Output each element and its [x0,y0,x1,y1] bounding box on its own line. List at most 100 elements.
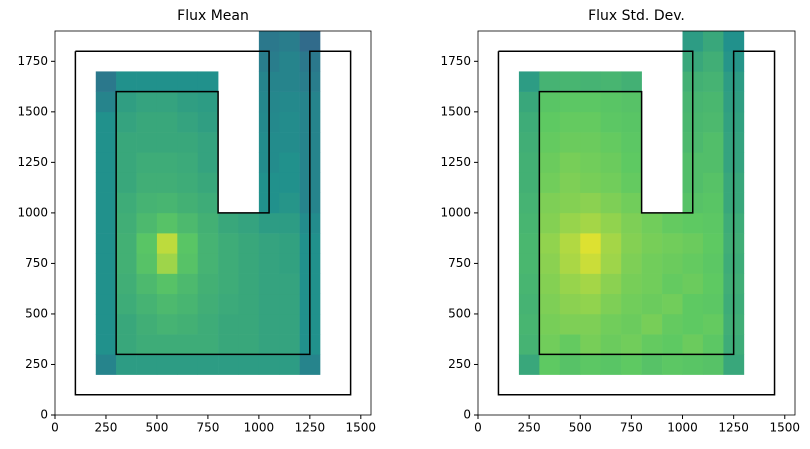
y-tick-label: 750 [448,256,471,270]
heat-cell [621,313,642,335]
heat-cell [95,334,117,355]
y-tick-label: 1750 [17,54,48,68]
heat-cell [197,132,219,153]
heat-cell [95,293,117,315]
heat-cell [600,152,622,173]
heat-cell [95,172,117,193]
heat-cell [116,233,137,254]
heat-cell [136,91,158,113]
heat-cell [600,132,622,153]
heat-cell [299,31,321,52]
heat-cell [95,273,117,295]
heat-cell [621,132,642,153]
heat-cell [600,313,622,335]
heat-cell [279,172,300,193]
heat-cell [136,71,158,92]
heat-cell [559,192,581,214]
x-tick-label: 500 [569,421,592,435]
plot-area [497,31,776,396]
heat-cell [95,253,117,274]
heat-cell [116,71,137,92]
heat-cell [136,212,158,234]
heat-cell [258,354,280,375]
heat-cell [177,132,199,153]
heat-cell [559,212,581,234]
heat-cell [258,233,280,254]
y-tick-label: 1000 [440,205,471,219]
heat-cell [600,233,622,254]
heat-cell [702,51,724,72]
heat-cell [600,334,622,355]
heat-cell [95,152,117,173]
heat-cell [539,132,561,153]
axes-frame [54,30,372,416]
heat-cell [539,91,561,113]
heat-cell [95,354,117,375]
heat-cell [197,354,219,375]
heat-cell [136,313,158,335]
x-tick-label: 250 [518,421,541,435]
heat-cell [279,152,300,173]
heat-cell [116,111,137,133]
heat-cell [518,233,540,254]
heat-cell [539,253,561,274]
heat-cell [197,233,219,254]
heat-cell [641,334,663,355]
heat-cell [539,313,561,335]
heat-cell [279,293,300,315]
heat-cell [238,273,260,295]
heat-cell [641,253,663,274]
heat-cell [197,111,219,133]
y-tick-label: 1500 [440,104,471,118]
heat-cell [177,71,199,92]
heat-cell [621,192,642,214]
heat-cell [518,273,540,295]
heat-cell [218,354,239,375]
heat-cell [702,111,724,133]
heat-cell [177,253,199,274]
heat-cell [702,192,724,214]
heat-cell [197,152,219,173]
heat-cell [279,51,300,72]
heat-cell [662,253,683,274]
heat-cell [580,253,602,274]
heat-cell [95,212,117,234]
heat-cell [682,354,704,375]
heat-cell [177,172,199,193]
heat-cell [238,233,260,254]
heat-cell [177,273,199,295]
heat-cell [621,91,642,113]
heat-cell [600,192,622,214]
heat-cell [518,172,540,193]
heat-cell [156,334,178,355]
heat-cell [580,354,602,375]
heat-cell [682,334,704,355]
heat-cell [279,111,300,133]
heat-cell [136,152,158,173]
heat-cell [539,172,561,193]
heat-cell [279,71,300,92]
heat-cell [621,273,642,295]
heat-cell [559,111,581,133]
heat-cell [156,354,178,375]
heat-cell [197,172,219,193]
heat-cell [177,212,199,234]
x-tick-label: 750 [620,421,643,435]
y-tick-label: 250 [448,357,471,371]
heat-cell [156,111,178,133]
heat-cell [662,212,683,234]
heat-cell [95,91,117,113]
heat-cell [580,91,602,113]
heat-cell [580,334,602,355]
heat-cell [723,31,745,52]
heat-cell [177,111,199,133]
heat-cell [621,152,642,173]
heat-cell [177,192,199,214]
heat-cell [279,334,300,355]
heat-cell [279,354,300,375]
heat-cell [518,152,540,173]
heat-cell [156,253,178,274]
heat-cell [518,293,540,315]
heat-cell [559,233,581,254]
heat-cell [279,212,300,234]
